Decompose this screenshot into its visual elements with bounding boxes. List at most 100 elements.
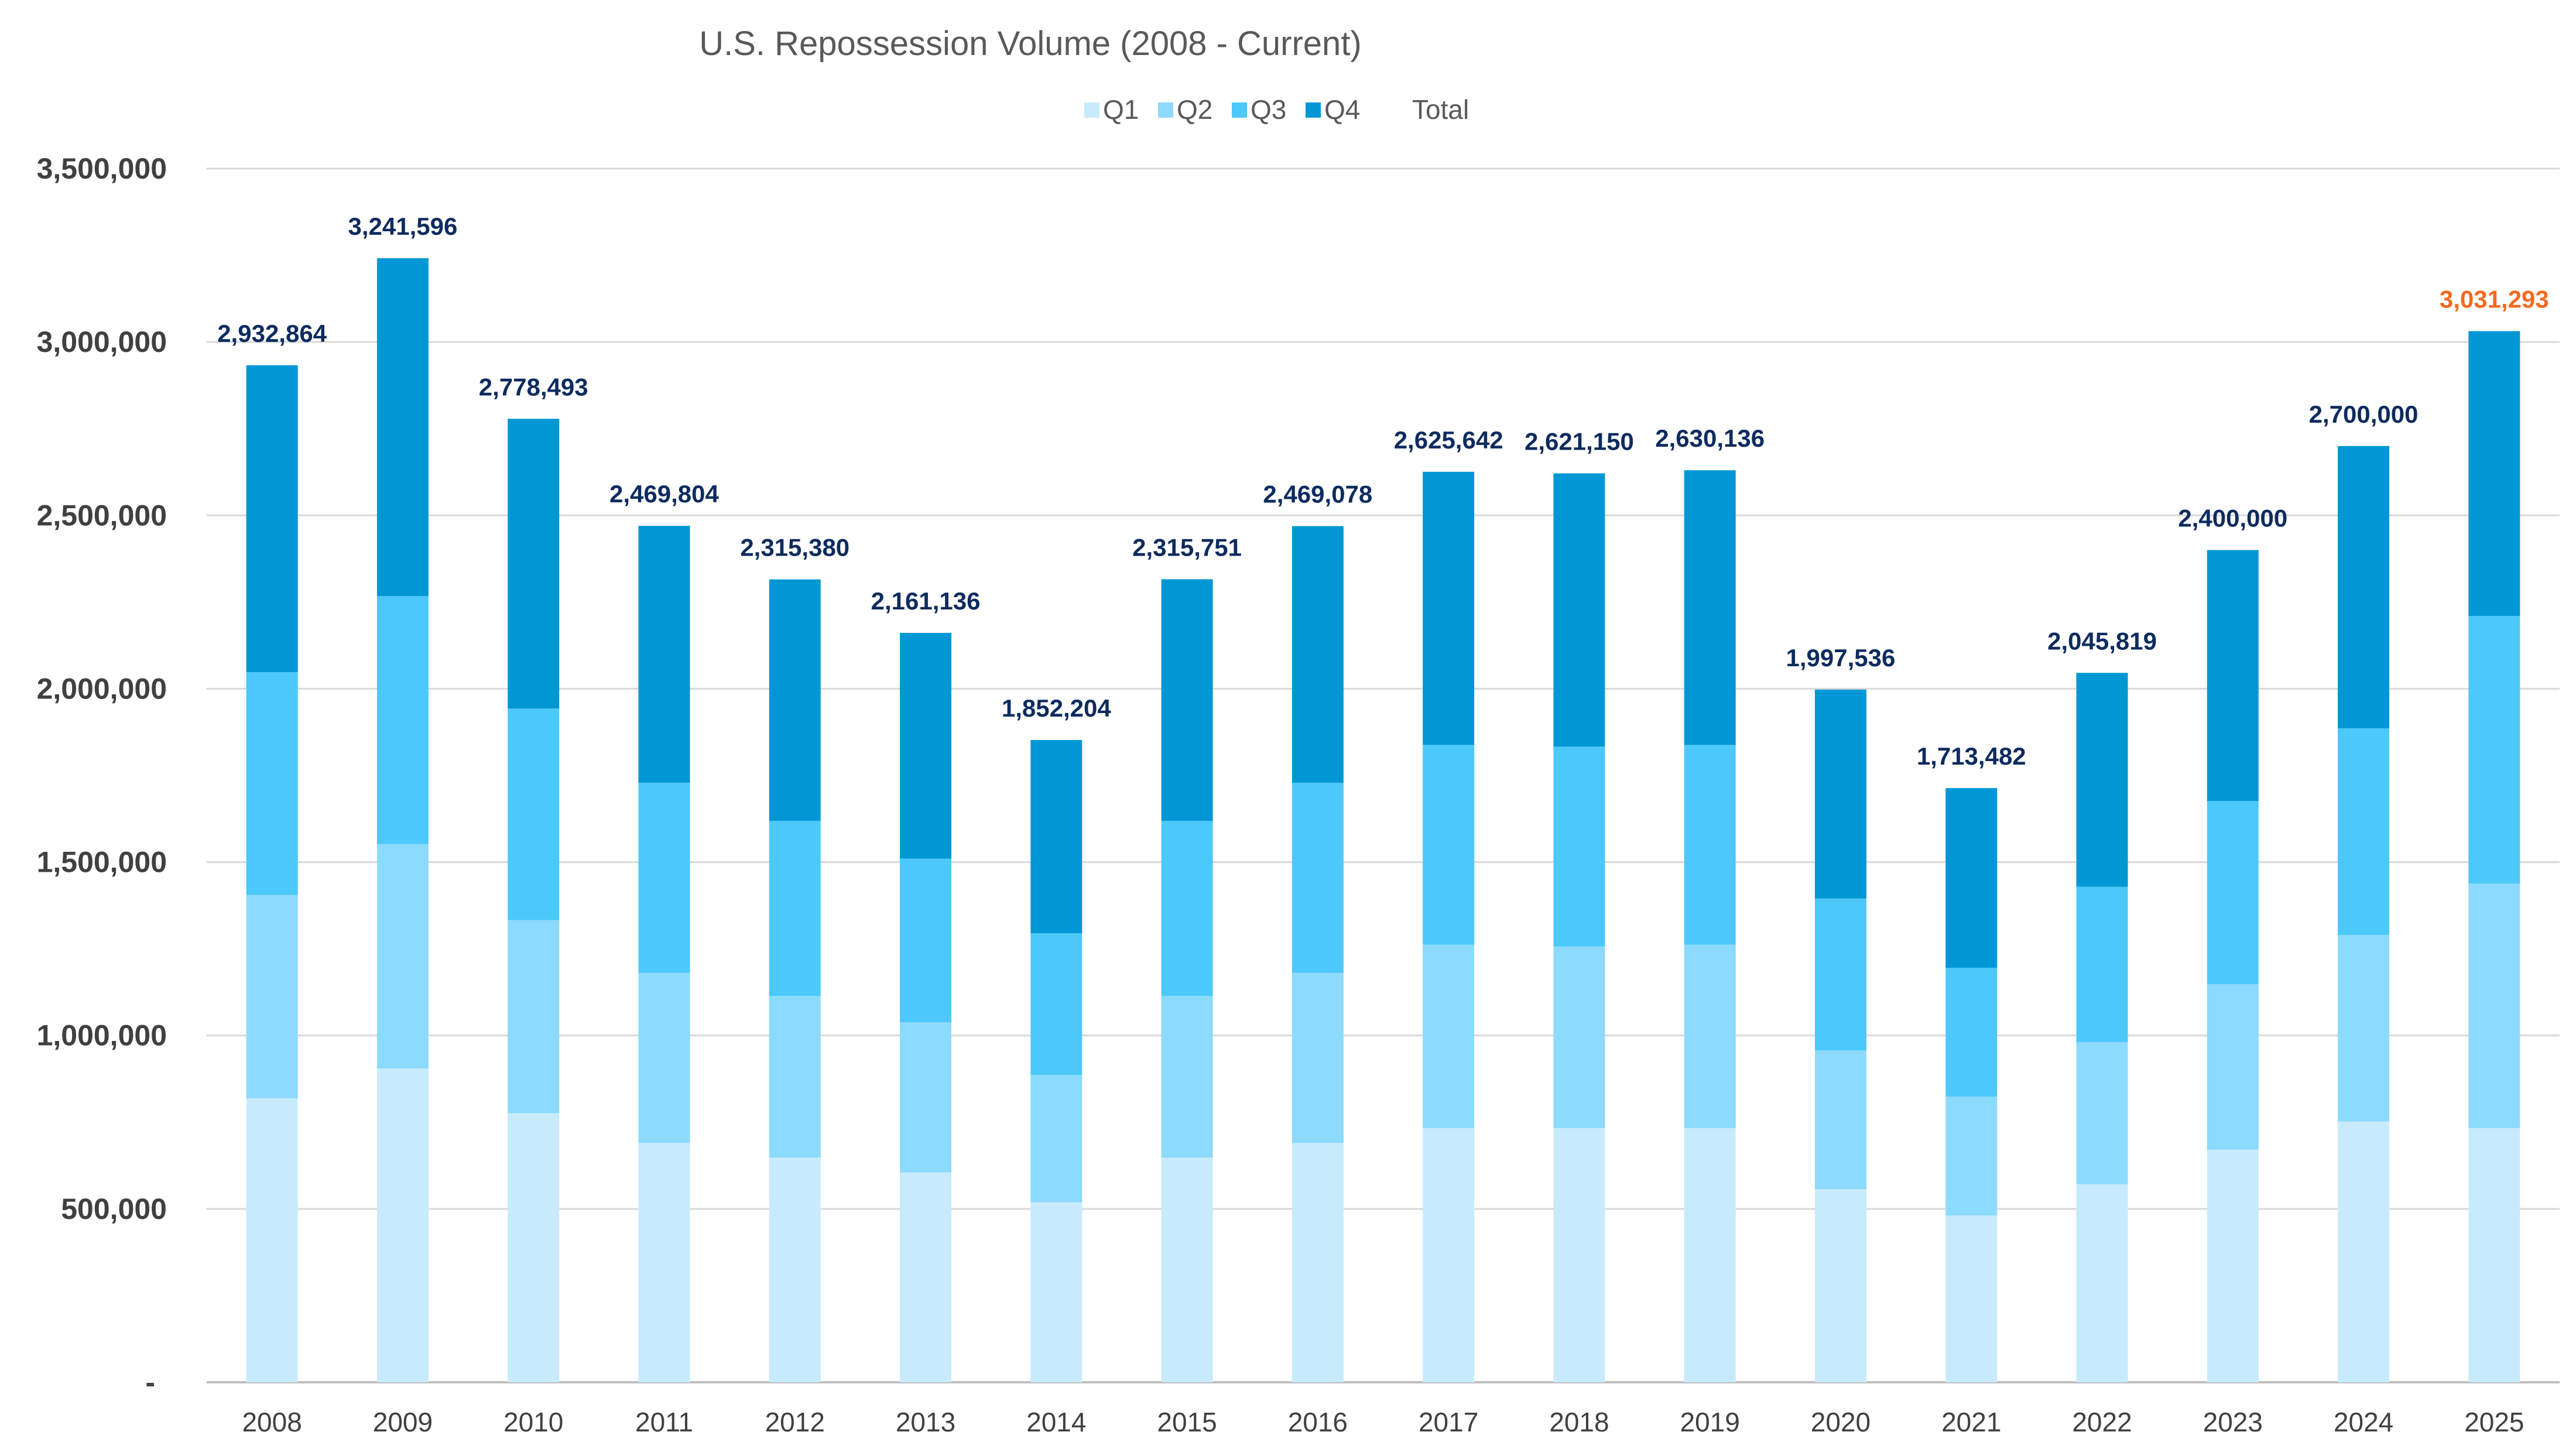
bar-q4-2013 [900, 632, 952, 859]
gridlines [207, 167, 2560, 1383]
total-label: 2,700,000 [2309, 400, 2419, 428]
bar-stack-2009 [376, 258, 429, 1382]
bar-q2-2022 [2076, 1042, 2128, 1184]
x-tick-label: 2019 [1680, 1407, 1740, 1437]
bar-q1-2019 [1684, 1128, 1736, 1382]
bar-q2-2023 [2207, 984, 2259, 1150]
x-tick-label: 2012 [765, 1407, 825, 1437]
bar-q3-2017 [1423, 745, 1475, 945]
bar-q1-2010 [508, 1113, 560, 1382]
legend-swatch-q3 [1232, 102, 1247, 118]
x-tick-label: 2010 [503, 1407, 563, 1437]
bar-q3-2011 [638, 782, 690, 973]
bar-stack-2011 [638, 526, 690, 1382]
legend-swatch-q2 [1158, 102, 1173, 118]
legend-swatch-q4 [1306, 102, 1321, 118]
x-tick-label: 2023 [2203, 1407, 2263, 1437]
bar-q2-2010 [508, 920, 560, 1114]
bar-q2-2011 [638, 972, 690, 1143]
total-label: 3,031,293 [2440, 286, 2549, 313]
total-label: 3,241,596 [348, 213, 457, 240]
total-label: 2,621,150 [1525, 428, 1634, 455]
bar-q2-2021 [1945, 1096, 1998, 1216]
bar-q3-2008 [246, 672, 298, 895]
total-label: 2,932,864 [217, 320, 327, 347]
bar-q3-2020 [1814, 898, 1866, 1051]
bar-q3-2021 [1945, 968, 1998, 1097]
x-tick-label: 2025 [2464, 1407, 2524, 1437]
chart-title: U.S. Repossession Volume (2008 - Current… [699, 25, 1362, 63]
bar-stack-2017 [1423, 471, 1475, 1382]
bar-stack-2008 [246, 365, 298, 1382]
bar-q1-2017 [1423, 1128, 1475, 1382]
y-tick-label: 1,000,000 [37, 1019, 167, 1052]
bar-q3-2023 [2207, 801, 2259, 985]
bar-q4-2024 [2338, 446, 2390, 728]
bar-stack-2022 [2076, 673, 2128, 1382]
total-label: 2,630,136 [1655, 424, 1765, 452]
bar-q3-2012 [769, 821, 821, 996]
bar-q2-2012 [769, 996, 821, 1158]
legend-label: Q2 [1177, 94, 1212, 125]
x-tick-label: 2017 [1419, 1407, 1478, 1437]
x-tick-label: 2016 [1288, 1407, 1348, 1437]
bar-q3-2013 [900, 858, 952, 1023]
bar-q1-2022 [2076, 1184, 2128, 1382]
bars [246, 258, 2520, 1382]
bar-q1-2018 [1553, 1128, 1605, 1382]
bar-stack-2010 [508, 419, 560, 1382]
total-label: 1,852,204 [1002, 694, 1111, 722]
legend-label: Q4 [1324, 94, 1360, 125]
bar-q4-2012 [769, 579, 821, 821]
bar-q2-2013 [900, 1022, 952, 1173]
bar-q4-2023 [2207, 550, 2259, 801]
total-label: 2,045,819 [2047, 627, 2157, 655]
bar-q1-2015 [1161, 1157, 1213, 1382]
data-labels: 2,932,864 3,241,596 2,778,493 2,469,804 2,31… [217, 213, 2549, 770]
bar-q4-2017 [1423, 471, 1475, 745]
bar-q1-2014 [1030, 1202, 1083, 1382]
bar-q2-2019 [1684, 944, 1736, 1128]
bar-q3-2019 [1684, 745, 1736, 945]
total-label: 2,469,078 [1263, 481, 1372, 508]
bar-stack-2015 [1161, 579, 1213, 1382]
bar-q1-2008 [246, 1098, 298, 1382]
bar-q1-2012 [769, 1157, 821, 1382]
x-tick-label: 2013 [896, 1407, 955, 1437]
bar-stack-2023 [2207, 550, 2259, 1382]
legend-label: Q1 [1103, 94, 1139, 125]
y-tick-label: 500,000 [61, 1193, 167, 1225]
bar-q3-2016 [1292, 782, 1344, 973]
bar-q4-2025 [2468, 331, 2520, 616]
bar-q4-2010 [508, 419, 560, 709]
bar-q3-2018 [1553, 746, 1605, 947]
bar-q1-2024 [2338, 1121, 2390, 1382]
y-axis-ticks: - 500,000 1,000,000 1,500,000 2,000,000 2,500… [37, 152, 167, 1399]
bar-q1-2021 [1945, 1215, 1998, 1382]
total-label: 2,469,804 [609, 480, 719, 508]
total-label: 2,400,000 [2178, 505, 2287, 532]
total-label: 2,161,136 [871, 587, 981, 615]
bar-q3-2014 [1030, 933, 1083, 1075]
bar-q3-2022 [2076, 886, 2128, 1042]
y-tick-label: 2,000,000 [37, 672, 167, 705]
total-label: 2,315,380 [740, 534, 849, 561]
bar-q3-2015 [1161, 821, 1213, 996]
bar-q2-2018 [1553, 946, 1605, 1128]
bar-q4-2009 [376, 258, 429, 597]
bar-q1-2025 [2468, 1128, 2520, 1382]
bar-q2-2014 [1030, 1075, 1083, 1203]
bar-q2-2009 [376, 844, 429, 1068]
bar-stack-2014 [1030, 739, 1083, 1382]
x-tick-label: 2011 [635, 1407, 693, 1437]
y-tick-label: 1,500,000 [37, 846, 167, 879]
bar-q4-2014 [1030, 739, 1083, 933]
bar-stack-2025 [2468, 331, 2520, 1382]
bar-q4-2015 [1161, 579, 1213, 821]
total-label: 1,997,536 [1786, 644, 1896, 672]
bar-q2-2024 [2338, 934, 2390, 1122]
bar-q4-2016 [1292, 526, 1344, 783]
x-tick-label: 2022 [2072, 1407, 2132, 1437]
total-label: 2,778,493 [479, 373, 588, 400]
